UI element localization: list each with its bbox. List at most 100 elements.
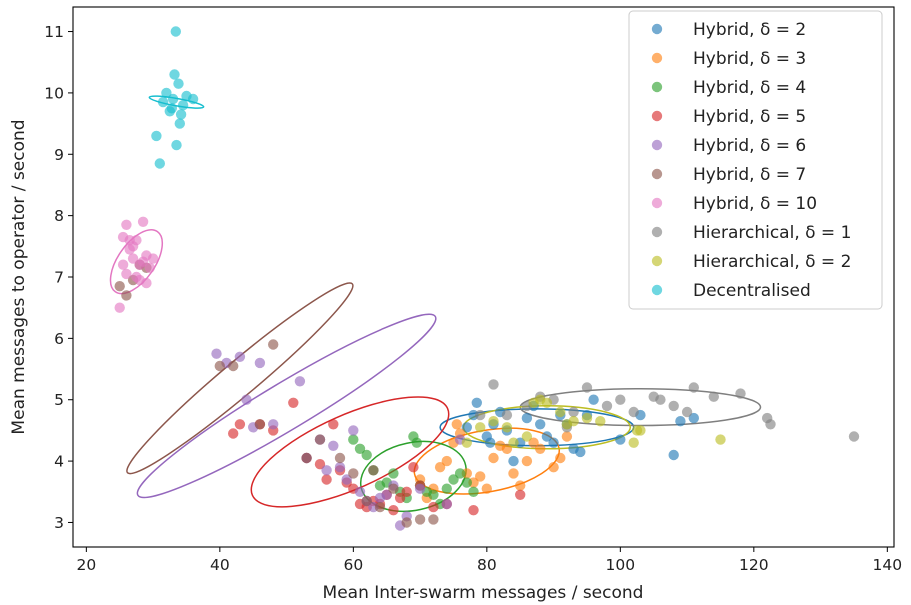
- data-point: [521, 431, 533, 442]
- data-point: [428, 489, 439, 500]
- data-point: [173, 78, 184, 89]
- data-point: [515, 480, 526, 491]
- data-point: [528, 437, 539, 448]
- data-point: [137, 216, 149, 227]
- data-point: [715, 434, 726, 445]
- y-axis-label: Mean messages to operator / second: [9, 119, 29, 434]
- data-point: [147, 253, 159, 264]
- data-point: [214, 360, 225, 372]
- data-point: [848, 431, 860, 442]
- data-point: [301, 452, 312, 464]
- series-6: [114, 216, 159, 313]
- x-tick-label: 20: [76, 556, 96, 574]
- data-point: [388, 468, 399, 479]
- y-tick-label: 10: [44, 84, 64, 102]
- legend-marker: [651, 139, 663, 151]
- legend-marker: [651, 168, 663, 180]
- data-point: [461, 437, 472, 448]
- data-point: [628, 437, 639, 448]
- data-point: [121, 268, 132, 280]
- data-point: [169, 69, 180, 80]
- data-point: [561, 431, 573, 442]
- data-point: [354, 443, 366, 454]
- legend-marker: [651, 81, 663, 93]
- y-tick-label: 3: [54, 514, 64, 532]
- y-tick-label: 4: [54, 453, 64, 471]
- data-point: [541, 431, 553, 442]
- data-point: [568, 406, 579, 418]
- legend-label: Hybrid, δ = 10: [693, 194, 817, 214]
- data-point: [485, 437, 496, 448]
- data-point: [595, 416, 606, 427]
- data-point: [501, 409, 513, 421]
- data-point: [411, 437, 422, 448]
- data-point: [468, 486, 479, 497]
- legend-marker: [651, 110, 663, 122]
- series-8: [461, 394, 726, 448]
- data-point: [735, 388, 746, 399]
- data-point: [501, 422, 513, 433]
- data-point: [334, 462, 346, 473]
- y-tick-label: 9: [54, 146, 64, 164]
- data-point: [354, 486, 366, 497]
- data-point: [388, 483, 399, 494]
- series-7: [475, 379, 860, 442]
- y-axis-ticks: 3 4 5 6 7 8 9 10 11: [44, 23, 73, 532]
- x-tick-label: 60: [343, 556, 363, 574]
- data-point: [468, 505, 479, 516]
- data-point: [294, 376, 306, 387]
- x-tick-label: 140: [873, 556, 903, 574]
- data-point: [368, 465, 379, 476]
- legend-marker: [651, 23, 663, 35]
- series-9: [151, 26, 199, 169]
- data-point: [174, 118, 185, 129]
- data-point: [568, 416, 579, 427]
- data-point: [555, 406, 566, 418]
- data-point: [157, 96, 169, 108]
- data-point: [454, 468, 466, 479]
- data-point: [428, 501, 439, 513]
- data-point: [241, 394, 252, 405]
- data-point: [167, 93, 179, 105]
- data-point: [441, 455, 452, 467]
- data-point: [461, 422, 472, 433]
- data-points: [114, 26, 860, 531]
- data-point: [628, 406, 639, 418]
- data-point: [535, 419, 546, 430]
- data-point: [141, 277, 152, 289]
- data-point: [234, 419, 246, 430]
- legend-marker: [651, 226, 663, 238]
- data-point: [228, 428, 239, 439]
- data-point: [601, 400, 613, 412]
- data-point: [321, 474, 332, 485]
- data-point: [268, 339, 279, 350]
- data-point: [655, 394, 666, 405]
- data-point: [254, 419, 266, 430]
- data-point: [144, 262, 155, 273]
- legend-label: Hybrid, δ = 7: [693, 165, 806, 185]
- data-point: [635, 425, 646, 436]
- data-point: [314, 434, 326, 445]
- y-tick-label: 6: [54, 330, 64, 348]
- data-point: [488, 416, 499, 427]
- data-point: [588, 394, 599, 405]
- legend-label: Hybrid, δ = 6: [693, 136, 806, 156]
- data-point: [154, 158, 165, 169]
- x-tick-label: 120: [739, 556, 769, 574]
- data-point: [688, 382, 699, 393]
- confidence-ellipse: [136, 313, 437, 499]
- data-point: [228, 360, 239, 372]
- data-point: [475, 471, 486, 482]
- data-point: [401, 486, 412, 497]
- legend-marker: [651, 52, 663, 64]
- legend-marker: [651, 284, 663, 296]
- data-point: [508, 437, 519, 448]
- data-point: [521, 412, 533, 424]
- data-point: [475, 422, 486, 433]
- data-point: [451, 419, 462, 430]
- data-point: [166, 103, 177, 114]
- data-point: [555, 452, 566, 464]
- data-point: [428, 514, 439, 525]
- legend-label: Hybrid, δ = 5: [693, 107, 806, 127]
- data-point: [321, 465, 332, 476]
